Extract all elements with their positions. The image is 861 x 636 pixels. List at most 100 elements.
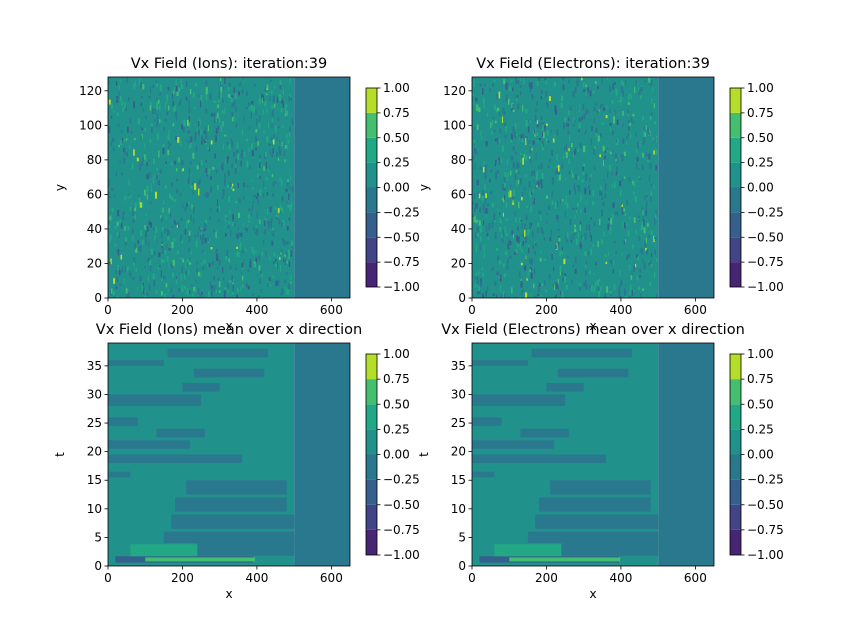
speckle bbox=[181, 285, 184, 292]
speckle bbox=[154, 119, 156, 122]
speckle bbox=[281, 124, 284, 128]
speckle bbox=[280, 249, 283, 253]
contour-band-11 bbox=[108, 440, 190, 449]
speckle bbox=[528, 119, 530, 123]
speckle bbox=[251, 187, 254, 190]
speckle bbox=[600, 191, 603, 196]
speckle bbox=[635, 80, 638, 86]
speckle bbox=[230, 97, 233, 103]
speckle bbox=[619, 269, 621, 276]
speckle bbox=[547, 140, 549, 143]
speckle bbox=[565, 121, 568, 127]
speckle bbox=[162, 247, 164, 254]
speckle bbox=[621, 203, 623, 207]
speckle bbox=[167, 133, 170, 141]
speckle bbox=[140, 230, 143, 236]
speckle bbox=[522, 241, 524, 246]
colorbar-tick-label: 0.25 bbox=[747, 422, 774, 436]
y-tick-label: 120 bbox=[79, 84, 102, 98]
speckle bbox=[284, 254, 287, 257]
speckle bbox=[599, 154, 602, 158]
speckle bbox=[286, 226, 289, 231]
speckle bbox=[502, 212, 504, 217]
speckle bbox=[554, 244, 557, 249]
colorbar-tick-label: −0.75 bbox=[747, 523, 784, 537]
speckle bbox=[253, 227, 255, 231]
speckle bbox=[288, 217, 291, 221]
speckle bbox=[278, 146, 281, 151]
speckle bbox=[642, 142, 645, 145]
speckle bbox=[237, 227, 239, 230]
speckle bbox=[167, 149, 170, 156]
speckle bbox=[478, 289, 481, 295]
speckle bbox=[199, 161, 201, 167]
speckle bbox=[528, 181, 531, 188]
speckle bbox=[571, 169, 573, 174]
speckle bbox=[193, 217, 195, 225]
speckle bbox=[222, 144, 224, 150]
colorbar-segment bbox=[366, 262, 377, 287]
speckle bbox=[520, 152, 522, 156]
speckle bbox=[265, 177, 268, 181]
speckle bbox=[550, 129, 552, 133]
speckle bbox=[585, 173, 587, 181]
speckle bbox=[596, 110, 599, 114]
speckle bbox=[216, 199, 218, 207]
speckle bbox=[644, 240, 647, 248]
speckle bbox=[285, 188, 288, 193]
speckle bbox=[148, 240, 150, 248]
speckle bbox=[482, 204, 485, 211]
ions-field-plot-area bbox=[108, 77, 350, 298]
speckle bbox=[226, 158, 229, 164]
speckle bbox=[611, 100, 614, 104]
speckle bbox=[482, 190, 484, 196]
speckle bbox=[188, 168, 191, 175]
speckle bbox=[269, 148, 271, 156]
contour-band-13 bbox=[472, 417, 502, 426]
speckle bbox=[545, 80, 547, 85]
speckle bbox=[268, 277, 271, 282]
speckle bbox=[509, 86, 512, 92]
y-tick-label: 0 bbox=[94, 291, 102, 305]
speckle bbox=[229, 265, 232, 271]
speckle bbox=[534, 295, 537, 298]
speckle bbox=[537, 139, 539, 144]
speckle bbox=[290, 250, 293, 257]
speckle bbox=[574, 188, 576, 195]
speckle bbox=[137, 239, 139, 244]
speckle bbox=[194, 132, 197, 136]
speckle bbox=[162, 207, 164, 213]
speckle bbox=[536, 120, 539, 126]
speckle bbox=[564, 117, 567, 123]
speckle bbox=[171, 96, 174, 100]
speckle bbox=[109, 261, 111, 265]
speckle bbox=[177, 221, 180, 228]
contour-band-11 bbox=[472, 440, 554, 449]
speckle bbox=[641, 207, 644, 212]
speckle bbox=[288, 261, 291, 268]
speckle bbox=[145, 158, 148, 161]
speckle bbox=[573, 183, 576, 190]
speckle bbox=[266, 192, 269, 196]
speckle bbox=[171, 93, 173, 99]
speckle bbox=[286, 200, 288, 204]
speckle bbox=[111, 188, 114, 191]
speckle bbox=[235, 122, 238, 128]
speckle bbox=[278, 219, 281, 224]
speckle bbox=[228, 221, 231, 224]
speckle bbox=[494, 104, 496, 111]
speckle bbox=[529, 258, 531, 264]
speckle bbox=[631, 289, 633, 297]
speckle bbox=[134, 202, 137, 210]
speckle bbox=[132, 207, 134, 213]
speckle bbox=[172, 197, 174, 201]
colorbar-segment bbox=[730, 212, 741, 238]
speckle bbox=[581, 116, 583, 121]
speckle bbox=[195, 145, 198, 153]
speckle bbox=[216, 254, 219, 261]
speckle bbox=[179, 193, 182, 197]
speckle bbox=[273, 252, 276, 257]
speckle bbox=[205, 87, 208, 95]
speckle bbox=[120, 222, 123, 229]
speckle bbox=[247, 269, 249, 272]
